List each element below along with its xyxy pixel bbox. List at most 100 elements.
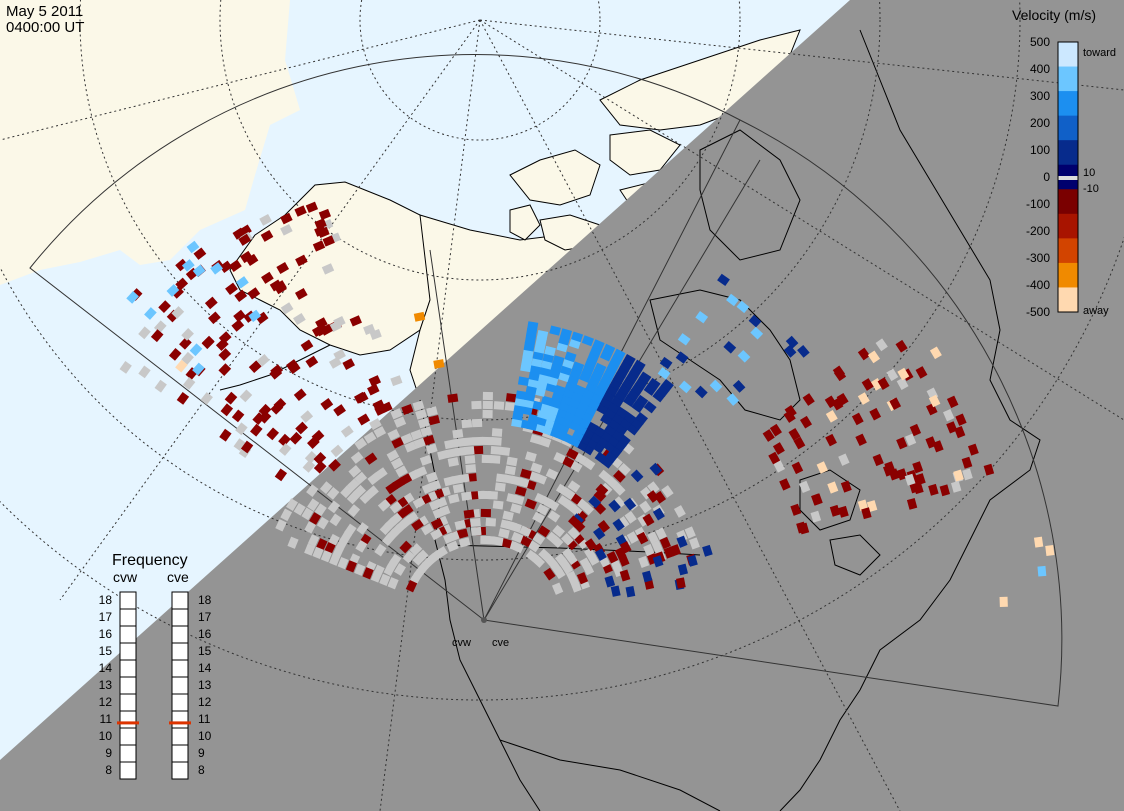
colorbar-tick-label: 0 bbox=[1043, 170, 1050, 184]
scatter-cell bbox=[405, 579, 418, 593]
scatter-cell bbox=[593, 362, 607, 375]
frequency-tick-left: 15 bbox=[99, 644, 113, 658]
scatter-cell bbox=[315, 317, 328, 330]
scatter-cell bbox=[783, 410, 796, 423]
colorbar-tick-label: 400 bbox=[1030, 62, 1050, 76]
frequency-tick-right: 14 bbox=[198, 661, 212, 675]
scatter-cell bbox=[276, 262, 290, 274]
scatter-cell bbox=[569, 460, 583, 473]
scatter-cell bbox=[594, 451, 608, 464]
scatter-cell bbox=[524, 335, 536, 345]
scatter-cell bbox=[598, 469, 612, 483]
scatter-cell bbox=[463, 446, 475, 456]
scatter-cell bbox=[463, 437, 474, 447]
scatter-cell bbox=[313, 452, 327, 465]
scatter-cell bbox=[502, 510, 514, 521]
scatter-cell bbox=[909, 423, 922, 437]
scatter-cell bbox=[389, 501, 403, 514]
scatter-cell bbox=[420, 426, 433, 437]
scatter-cell bbox=[218, 363, 232, 376]
scatter-cell bbox=[447, 393, 459, 403]
scatter-cell bbox=[623, 411, 637, 425]
scatter-cell bbox=[437, 449, 449, 461]
scatter-cell bbox=[659, 356, 673, 370]
scatter-cell bbox=[656, 384, 670, 397]
scatter-cell bbox=[627, 389, 640, 402]
scatter-cell bbox=[581, 335, 594, 347]
scatter-cell bbox=[544, 345, 556, 357]
scatter-cell bbox=[321, 263, 335, 275]
scatter-cell bbox=[126, 291, 139, 304]
scatter-cell bbox=[625, 586, 636, 598]
scatter-cell bbox=[597, 379, 610, 392]
scatter-cell bbox=[280, 223, 293, 236]
scatter-cell bbox=[302, 460, 316, 473]
scatter-cell bbox=[877, 377, 890, 390]
arctic-island-1 bbox=[509, 149, 601, 206]
frequency-tick-right: 8 bbox=[198, 763, 205, 777]
scatter-cell bbox=[445, 448, 458, 458]
scatter-cell bbox=[363, 431, 377, 444]
scatter-cell bbox=[611, 395, 624, 408]
scatter-cell bbox=[350, 451, 364, 464]
scatter-cell bbox=[639, 500, 652, 514]
frequency-tick-right: 12 bbox=[198, 695, 212, 709]
radar-label-cve: cve bbox=[492, 637, 509, 649]
scatter-cell bbox=[458, 537, 471, 548]
scatter-cell bbox=[677, 563, 689, 576]
baffin bbox=[699, 129, 801, 261]
scatter-cell bbox=[238, 233, 252, 246]
scatter-cell bbox=[255, 311, 269, 325]
scatter-cell bbox=[423, 434, 435, 446]
scatter-cell bbox=[595, 402, 609, 415]
scatter-cell bbox=[967, 443, 979, 456]
scatter-cell bbox=[642, 513, 655, 527]
scatter-cell bbox=[428, 415, 441, 426]
scatter-cell bbox=[485, 517, 497, 527]
scatter-cell bbox=[576, 572, 589, 585]
scatter-cell bbox=[372, 399, 386, 412]
scatter-cell bbox=[168, 348, 182, 361]
scatter-cell bbox=[430, 528, 443, 541]
scatter-cell bbox=[566, 448, 579, 460]
scatter-cell bbox=[553, 384, 566, 396]
scatter-cell bbox=[632, 359, 646, 372]
scatter-cell bbox=[527, 413, 540, 425]
alaska-peninsula bbox=[219, 344, 331, 391]
scatter-cell bbox=[619, 569, 631, 582]
scatter-cell bbox=[383, 563, 396, 577]
colorbar-tick-label: -500 bbox=[1026, 305, 1050, 319]
scatter-cell bbox=[347, 478, 360, 492]
scatter-cell bbox=[626, 531, 639, 544]
scatter-cell bbox=[154, 379, 167, 393]
scatter-cell bbox=[280, 302, 294, 315]
scatter-cell bbox=[567, 480, 581, 493]
scatter-cell bbox=[590, 392, 604, 404]
scatter-cell bbox=[872, 453, 884, 467]
scatter-cell bbox=[413, 311, 426, 322]
scatter-cell bbox=[220, 403, 234, 417]
scatter-cell bbox=[652, 555, 664, 568]
scatter-cell bbox=[954, 425, 966, 439]
scatter-cell bbox=[653, 490, 667, 504]
scatter-cell bbox=[412, 552, 426, 566]
scatter-cell bbox=[695, 311, 709, 324]
colorbar-tick-label: 200 bbox=[1030, 116, 1050, 130]
scatter-cell bbox=[481, 454, 492, 464]
scatter-cell bbox=[327, 500, 341, 514]
scatter-cell bbox=[594, 548, 607, 562]
scatter-cell bbox=[367, 472, 381, 486]
colorbar-swatch bbox=[1058, 140, 1078, 166]
scatter-cell bbox=[192, 264, 206, 278]
scatter-cell bbox=[546, 531, 560, 545]
frequency-tick-right: 11 bbox=[198, 712, 211, 726]
scatter-cell bbox=[783, 344, 797, 358]
scatter-cell bbox=[512, 411, 524, 421]
colorbar-swatch bbox=[1058, 115, 1078, 141]
colorbar-swatch bbox=[1058, 189, 1078, 215]
scatter-cell bbox=[928, 483, 939, 496]
scatter-cell bbox=[240, 440, 254, 454]
scatter-cell bbox=[750, 326, 764, 340]
scatter-cell bbox=[430, 518, 444, 530]
scatter-cell bbox=[788, 427, 801, 441]
